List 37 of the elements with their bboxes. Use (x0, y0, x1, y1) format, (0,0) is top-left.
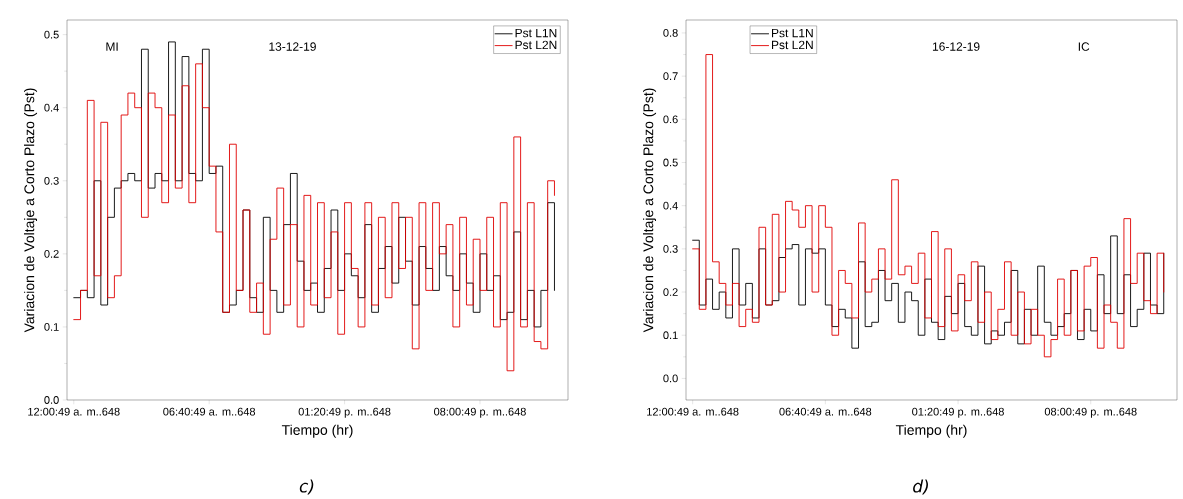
x-axis-title: Tiempo (hr) (895, 424, 967, 438)
x-tick-label: 01:20:49 p. m..648 (298, 407, 391, 418)
y-tick-label: 0.1 (44, 323, 59, 331)
y-tick-label: 0.5 (44, 30, 59, 39)
legend-label: Pst L1N (515, 28, 557, 38)
y-tick-label: 0.7 (663, 72, 678, 81)
x-tick-label: 08:00:49 p. m..648 (1044, 407, 1137, 418)
x-tick-label: 08:00:49 p. m..648 (434, 407, 526, 418)
x-axis-title: Tiempo (hr) (281, 424, 353, 438)
y-axis-title: Variacion de Voltaje a Corto Plazo (Pst) (643, 88, 657, 333)
legend-label: Pst L2N (515, 40, 557, 50)
y-tick-label: 0.2 (44, 249, 59, 258)
annotation: 16-12-19 (932, 42, 980, 51)
y-axis-title: Variacion de Voltaje a Corto Plazo (Pst) (23, 88, 38, 333)
y-tick-label: 0.0 (663, 374, 678, 383)
x-tick-label: 06:40:49 a. m..648 (779, 407, 872, 416)
x-tick-label: 12:00:49 a. m..648 (28, 407, 120, 416)
x-tick-label: 12:00:49 a. m..648 (647, 407, 739, 416)
y-tick-label: 0.0 (44, 396, 59, 404)
y-tick-label: 0.2 (663, 288, 678, 296)
y-tick-label: 0.4 (44, 103, 59, 112)
x-tick-label: 06:40:49 a. m..648 (163, 407, 256, 416)
y-tick-label: 0.8 (663, 29, 678, 37)
text: d) (913, 479, 928, 495)
legend-label: Pst L1N (772, 28, 813, 38)
annotation: IC (1078, 42, 1090, 51)
legend-label: Pst L2N (772, 40, 813, 50)
x-tick-label: 01:20:49 p. m..648 (912, 407, 1004, 418)
y-tick-label: 0.3 (663, 244, 678, 253)
y-tick-label: 0.3 (44, 176, 59, 185)
y-tick-label: 0.5 (663, 158, 678, 167)
annotation: MI (106, 42, 118, 51)
y-tick-label: 0.1 (663, 331, 678, 340)
text: c) (299, 479, 314, 495)
y-tick-label: 0.6 (663, 115, 678, 124)
annotation: 13-12-19 (269, 42, 316, 51)
y-tick-label: 0.4 (663, 201, 678, 210)
